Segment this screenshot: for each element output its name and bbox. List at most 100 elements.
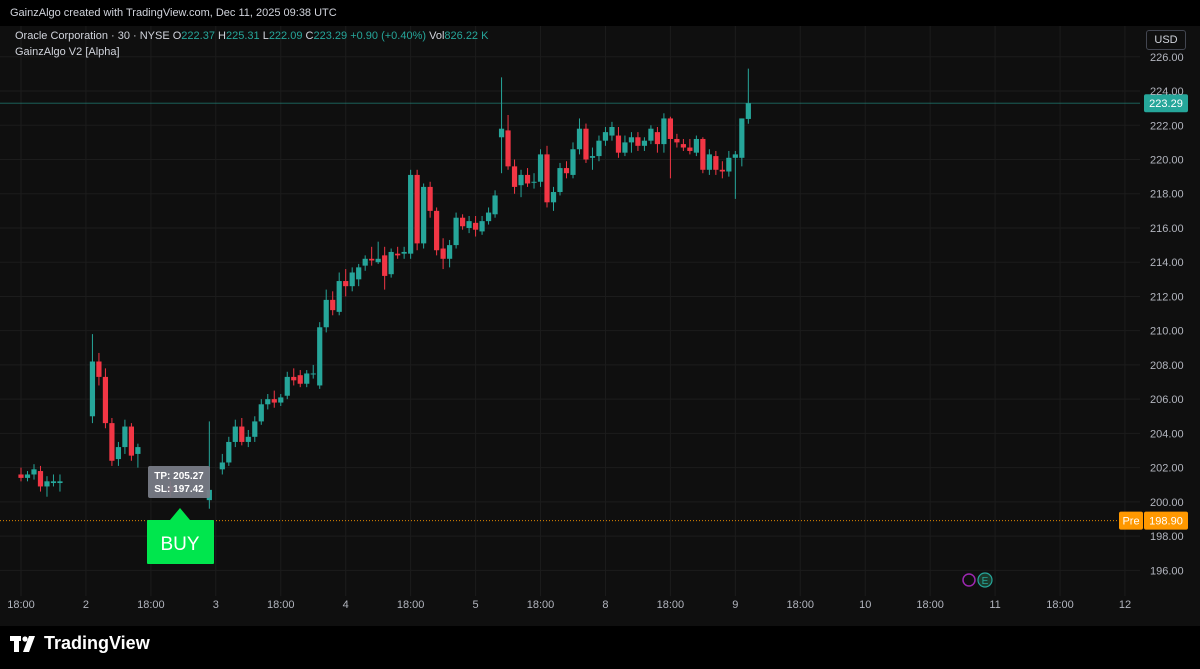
candle [414, 169, 420, 251]
candle-body [388, 251, 394, 275]
candle [408, 169, 414, 259]
candle [219, 453, 225, 475]
candle-body [336, 281, 342, 312]
candle-body [265, 399, 271, 405]
candle-body [109, 423, 115, 461]
candle [265, 394, 271, 410]
time-tick-label: 18:00 [7, 599, 35, 611]
candle [492, 190, 498, 218]
candle-body [511, 166, 518, 187]
candle-body [589, 156, 596, 158]
candle [739, 118, 745, 167]
candle-body [278, 397, 284, 403]
low-value: 222.09 [268, 30, 303, 42]
candle [700, 137, 706, 174]
indicator-legend[interactable]: GainzAlgo V2 [Alpha] [15, 46, 120, 58]
candle [706, 149, 712, 175]
candle [434, 207, 440, 256]
candle [550, 186, 557, 211]
candle-body [18, 474, 24, 478]
tradingview-logo-icon [10, 635, 35, 652]
candle-body [505, 130, 511, 167]
candle-body [258, 404, 264, 422]
earnings-icon [977, 572, 993, 588]
volume-label: Vol [429, 30, 445, 42]
candle [622, 135, 628, 157]
candle-body [466, 221, 472, 228]
candle-body [239, 426, 245, 442]
time-tick-label: 18:00 [787, 599, 815, 611]
candle-body [427, 186, 433, 211]
candle [226, 436, 232, 466]
candle [44, 476, 50, 497]
price-tick-label: 210.00 [1150, 326, 1184, 338]
candle-body [557, 168, 563, 193]
candle-body [583, 128, 589, 160]
candle [382, 246, 388, 290]
high-value: 225.31 [225, 30, 260, 42]
candle [271, 390, 277, 408]
buy-label: BUY [160, 534, 199, 555]
candle [447, 239, 453, 268]
candle [369, 246, 375, 266]
candle-body [661, 118, 667, 145]
candle [531, 173, 537, 189]
candle [356, 263, 362, 287]
time-tick-label: 10 [859, 599, 871, 611]
time-tick-label: 2 [83, 599, 89, 611]
candle-body [317, 327, 323, 386]
time-tick-label: 18:00 [267, 599, 295, 611]
price-tick-label: 214.00 [1150, 257, 1184, 269]
candle-layer [18, 68, 751, 509]
candle-body [135, 447, 141, 454]
candle-body [122, 426, 128, 448]
candle-body [700, 138, 706, 170]
price-tick-label: 196.00 [1150, 565, 1184, 577]
time-tick-label: 18:00 [657, 599, 685, 611]
candle [317, 322, 323, 389]
candle-body [518, 174, 524, 186]
candle-body [706, 154, 712, 170]
candle [479, 216, 485, 235]
candle-body [453, 217, 459, 246]
candle [24, 471, 31, 482]
candle [362, 255, 368, 271]
price-tick-label: 202.00 [1150, 463, 1184, 475]
candle-body [226, 441, 232, 463]
candle [278, 394, 284, 406]
candle [395, 246, 401, 259]
candle-body [485, 212, 492, 222]
candle [563, 161, 570, 179]
candle [122, 419, 128, 454]
candle-body [459, 217, 466, 227]
time-tick-label: 5 [473, 599, 479, 611]
footer-brand: TradingView [44, 633, 150, 653]
buy-signal-layer: TP: 205.27 SL: 197.42 BUY [147, 466, 214, 564]
candle-body [31, 469, 37, 475]
candle-body [635, 137, 641, 146]
candle-body [330, 299, 336, 311]
candle [524, 168, 531, 187]
symbol-title[interactable]: Oracle Corporation · 30 · NYSE [15, 30, 170, 42]
candle [628, 132, 635, 153]
time-tick-label: 3 [213, 599, 219, 611]
currency-button[interactable]: USD [1146, 30, 1186, 50]
candle-body [628, 137, 635, 143]
candle-body [375, 258, 381, 263]
price-tick-label: 218.00 [1150, 189, 1184, 201]
candle-body [609, 126, 615, 136]
last-price-label: 223.29 [1149, 98, 1183, 110]
candle-body [232, 426, 238, 442]
candle [37, 465, 44, 492]
candle-body [297, 375, 303, 384]
candle [661, 113, 667, 153]
ohlc-legend: Oracle Corporation · 30 · NYSE O222.37 H… [15, 30, 488, 42]
event-markers: E [962, 572, 993, 588]
volume-value: 826.22 K [444, 30, 489, 42]
candle [18, 467, 24, 482]
candle-body [434, 210, 440, 251]
open-value: 222.37 [181, 30, 215, 42]
candle [401, 246, 407, 259]
candle [635, 132, 641, 151]
